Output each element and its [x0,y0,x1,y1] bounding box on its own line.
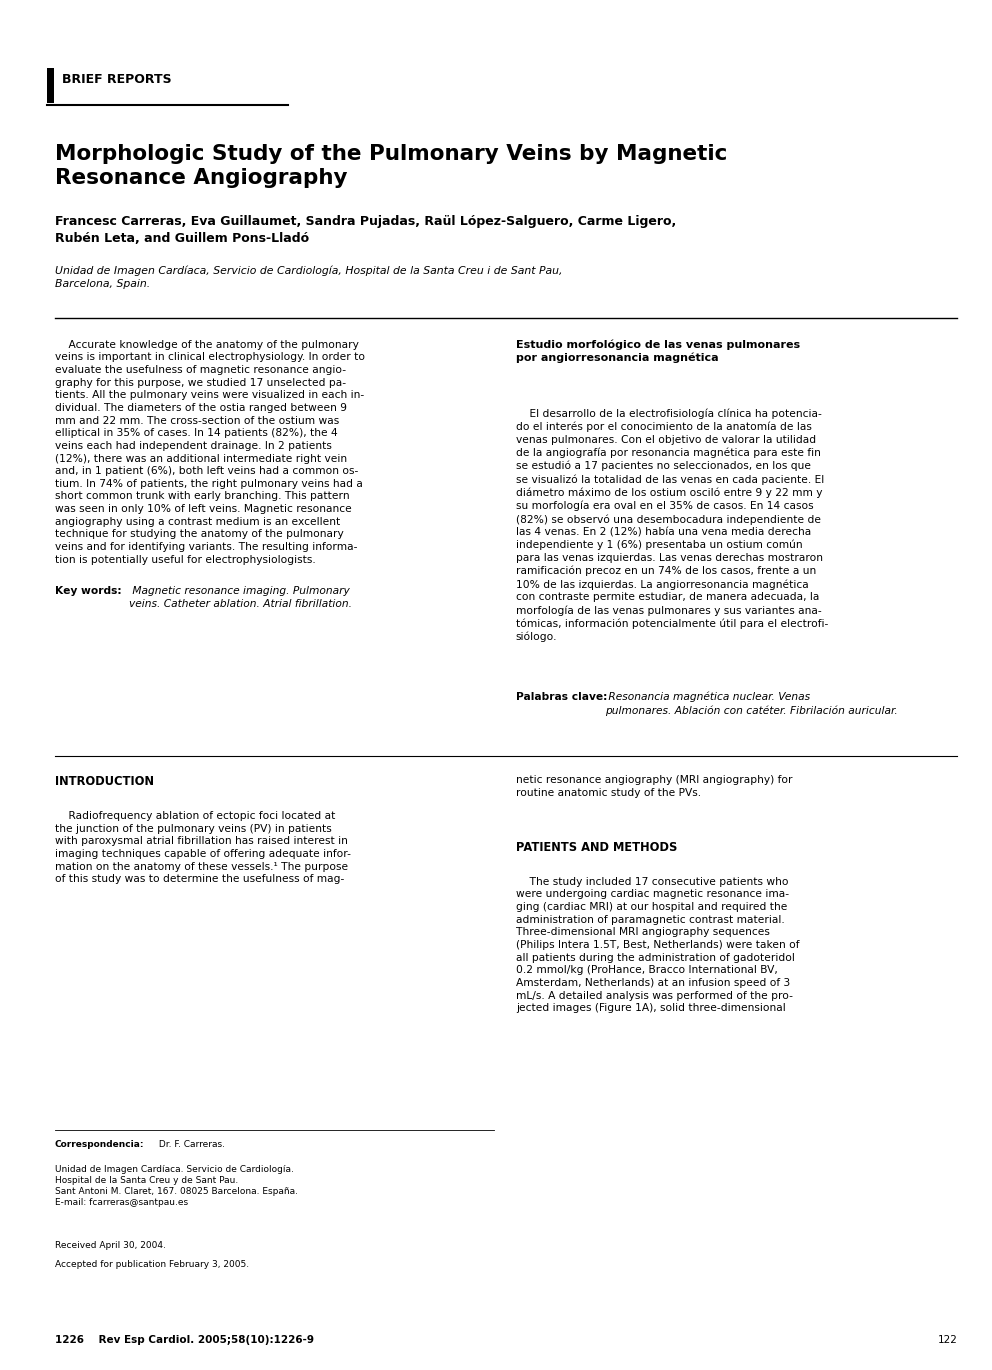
Text: Key words:: Key words: [55,586,121,596]
Text: Received April 30, 2004.: Received April 30, 2004. [55,1241,166,1251]
Text: Magnetic resonance imaging. Pulmonary
veins. Catheter ablation. Atrial fibrillat: Magnetic resonance imaging. Pulmonary ve… [129,586,352,610]
Bar [47,68,54,103]
Text: Resonancia magnética nuclear. Venas
pulmonares. Ablación con catéter. Fibrilació: Resonancia magnética nuclear. Venas pulm… [605,692,898,715]
Text: Unidad de Imagen Cardíaca. Servicio de Cardiología.
Hospital de la Santa Creu y : Unidad de Imagen Cardíaca. Servicio de C… [55,1164,298,1207]
Text: Dr. F. Carreras.: Dr. F. Carreras. [156,1140,225,1149]
Text: Palabras clave:: Palabras clave: [516,692,607,701]
Text: Morphologic Study of the Pulmonary Veins by Magnetic
Resonance Angiography: Morphologic Study of the Pulmonary Veins… [55,144,727,188]
Text: The study included 17 consecutive patients who
were undergoing cardiac magnetic : The study included 17 consecutive patien… [516,877,800,1014]
Text: INTRODUCTION: INTRODUCTION [55,775,154,788]
Text: Correspondencia:: Correspondencia: [55,1140,144,1149]
Text: 122: 122 [937,1336,957,1345]
Text: Francesc Carreras, Eva Guillaumet, Sandra Pujadas, Raül López-Salguero, Carme Li: Francesc Carreras, Eva Guillaumet, Sandr… [55,215,676,245]
Text: Unidad de Imagen Cardíaca, Servicio de Cardiología, Hospital de la Santa Creu i : Unidad de Imagen Cardíaca, Servicio de C… [55,266,562,289]
Text: BRIEF REPORTS: BRIEF REPORTS [62,73,173,85]
Text: netic resonance angiography (MRI angiography) for
routine anatomic study of the : netic resonance angiography (MRI angiogr… [516,775,793,799]
Text: Accurate knowledge of the anatomy of the pulmonary
veins is important in clinica: Accurate knowledge of the anatomy of the… [55,340,365,564]
Text: Accepted for publication February 3, 2005.: Accepted for publication February 3, 200… [55,1260,249,1270]
Text: Estudio morfológico de las venas pulmonares
por angiorresonancia magnética: Estudio morfológico de las venas pulmona… [516,340,800,363]
Text: El desarrollo de la electrofisiología clínica ha potencia-
do el interés por el : El desarrollo de la electrofisiología cl… [516,408,828,643]
Text: Radiofrequency ablation of ectopic foci located at
the junction of the pulmonary: Radiofrequency ablation of ectopic foci … [55,811,350,884]
Text: 1226    Rev Esp Cardiol. 2005;58(10):1226-9: 1226 Rev Esp Cardiol. 2005;58(10):1226-9 [55,1336,313,1345]
Text: PATIENTS AND METHODS: PATIENTS AND METHODS [516,841,678,854]
